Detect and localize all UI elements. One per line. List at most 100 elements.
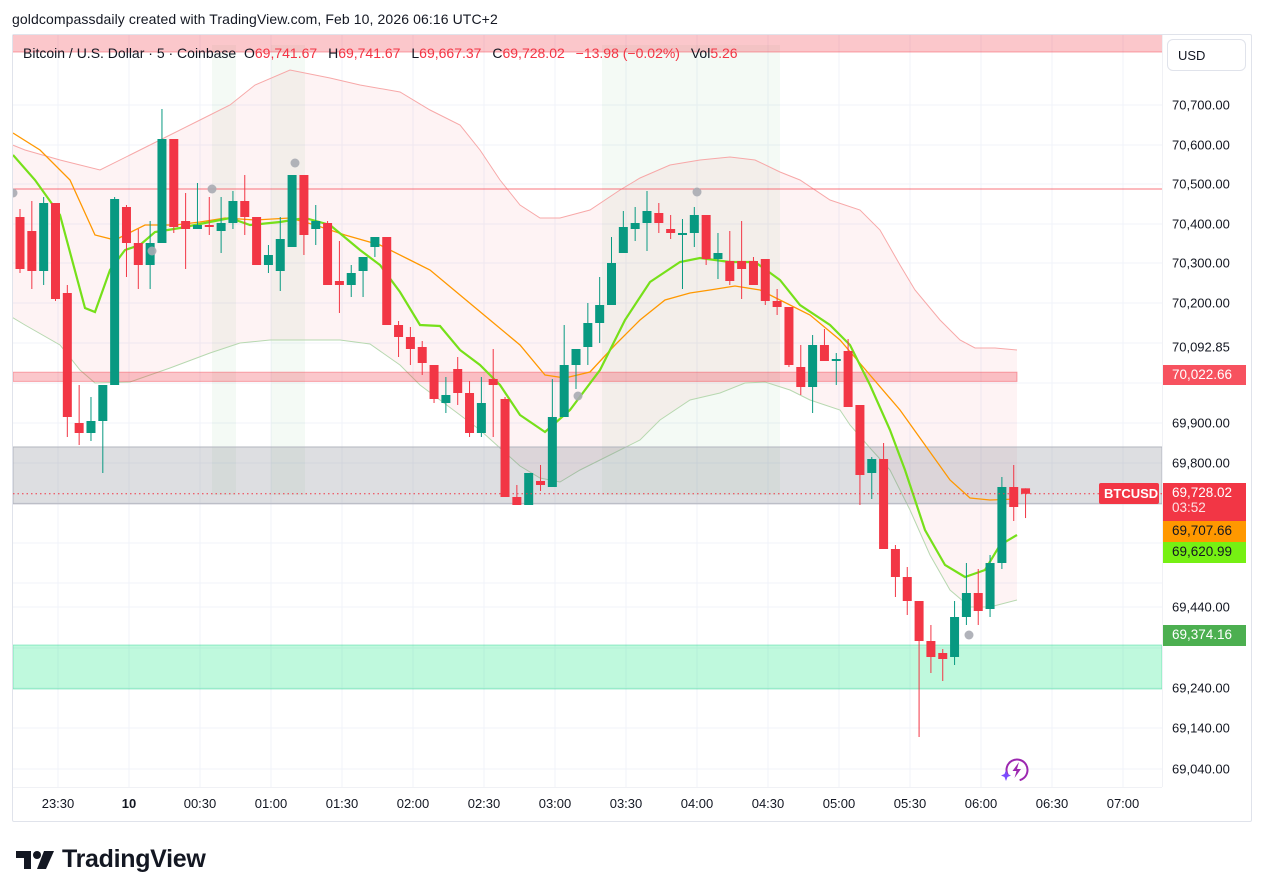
signal-marker: [207, 184, 217, 194]
badge-price: 69,620.99: [1172, 544, 1233, 559]
currency-button[interactable]: USD: [1167, 39, 1246, 71]
candle-down: [666, 229, 676, 233]
chart-plot-area[interactable]: [13, 35, 1162, 787]
time-tick-label: 06:00: [964, 796, 998, 811]
time-tick-label: 05:30: [893, 796, 927, 811]
candle-down: [536, 481, 546, 485]
chart-caption: goldcompassdaily created with TradingVie…: [12, 11, 498, 27]
price-tick-label: 69,900.00: [1172, 415, 1230, 431]
candle-down: [819, 345, 829, 361]
sparkle-lightning-icon[interactable]: [997, 756, 1033, 789]
candle-down: [50, 203, 60, 299]
candle-down: [973, 593, 983, 611]
price-tick-label: 70,700.00: [1172, 97, 1230, 113]
candlestick-chart[interactable]: [13, 35, 1162, 787]
candle-up: [867, 459, 877, 473]
low-value: 69,667.37: [419, 45, 482, 61]
candle-up: [275, 239, 285, 271]
high-value: 69,741.67: [338, 45, 401, 61]
candle-down: [879, 459, 889, 549]
candle-down: [133, 243, 143, 265]
candle-down: [169, 139, 179, 227]
low-label: L: [411, 45, 420, 61]
signal-marker: [13, 188, 18, 198]
support-zone: [13, 644, 1162, 690]
candle-down: [772, 301, 782, 307]
ema-slow-badge: 69,707.66: [1163, 521, 1246, 542]
candle-down: [890, 549, 900, 577]
candle-down: [1021, 488, 1031, 494]
candle-down: [938, 653, 948, 659]
time-tick-label: 04:00: [680, 796, 714, 811]
price-tick-label: 70,300.00: [1172, 255, 1230, 271]
grey-zone: [13, 446, 1162, 505]
candle-up: [950, 617, 960, 657]
candle-down: [760, 259, 770, 301]
candle-down: [737, 261, 747, 269]
top-resistance-zone: [13, 35, 1162, 52]
candle-up: [595, 305, 605, 323]
candle-up: [311, 221, 321, 229]
candle-down: [843, 351, 853, 407]
price-tick-label: 69,440.00: [1172, 599, 1230, 615]
candle-up: [831, 359, 841, 361]
candle-down: [465, 393, 475, 433]
signal-marker: [290, 158, 300, 168]
candle-up: [713, 253, 723, 259]
candle-down: [855, 405, 865, 475]
candle-up: [808, 345, 818, 387]
candle-down: [488, 379, 498, 385]
candle-up: [618, 227, 628, 253]
candle-up: [961, 593, 971, 617]
candle-up: [547, 417, 557, 487]
time-tick-label: 04:30: [751, 796, 785, 811]
candle-down: [299, 175, 309, 235]
candle-up: [358, 257, 368, 271]
candle-up: [216, 223, 226, 231]
candle-up: [689, 215, 699, 233]
time-tick-label: 07:00: [1106, 796, 1140, 811]
price-tick-label: 70,600.00: [1172, 137, 1230, 153]
last-price-badge: 69,728.02 03:52: [1163, 483, 1246, 521]
candle-down: [27, 231, 37, 271]
symbol-name[interactable]: Bitcoin / U.S. Dollar · 5 · Coinbase: [23, 45, 237, 61]
bollinger-upper-line: [13, 69, 1018, 351]
candle-up: [571, 349, 581, 365]
candle-down: [654, 213, 664, 223]
badge-price: 69,707.66: [1172, 523, 1233, 538]
candle-up: [346, 273, 356, 285]
signal-marker: [573, 391, 583, 401]
open-value: 69,741.67: [254, 45, 318, 61]
badge-price: 70,022.66: [1172, 367, 1233, 382]
signal-marker: [147, 246, 157, 256]
time-tick-label: 10: [121, 796, 137, 811]
volume-label: Vol: [690, 45, 711, 61]
candle-up: [630, 223, 640, 229]
signal-marker: [964, 630, 974, 640]
badge-price: 69,374.16: [1172, 627, 1233, 642]
tradingview-logo-text: TradingView: [62, 845, 206, 873]
candle-down: [701, 215, 711, 259]
candle-up: [677, 233, 687, 235]
candle-up: [559, 365, 569, 417]
symbol-legend: Bitcoin / U.S. Dollar · 5 · Coinbase O69…: [23, 45, 738, 61]
candle-up: [441, 395, 451, 403]
candle-down: [323, 223, 333, 285]
candle-down: [1009, 487, 1019, 507]
close-value: 69,728.02: [502, 45, 565, 61]
candle-down: [796, 367, 806, 387]
candle-down: [74, 423, 84, 433]
price-tick-label: 69,800.00: [1172, 455, 1230, 471]
resistance-level-badge: 70,022.66: [1163, 365, 1246, 385]
candle-down: [62, 293, 72, 417]
candle-up: [642, 211, 652, 223]
candle-up: [98, 385, 108, 421]
candle-down: [725, 261, 735, 281]
time-tick-label: 00:30: [183, 796, 217, 811]
candle-down: [405, 337, 415, 349]
candle-up: [39, 203, 49, 271]
tradingview-logo[interactable]: TradingView: [16, 845, 206, 874]
time-axis[interactable]: 23:30 10 00:30 01:00 01:30 02:00 02:30 03:00 03:…: [13, 787, 1162, 821]
bollinger-lower-badge: 69,374.16: [1163, 625, 1246, 646]
candle-down: [902, 577, 912, 601]
